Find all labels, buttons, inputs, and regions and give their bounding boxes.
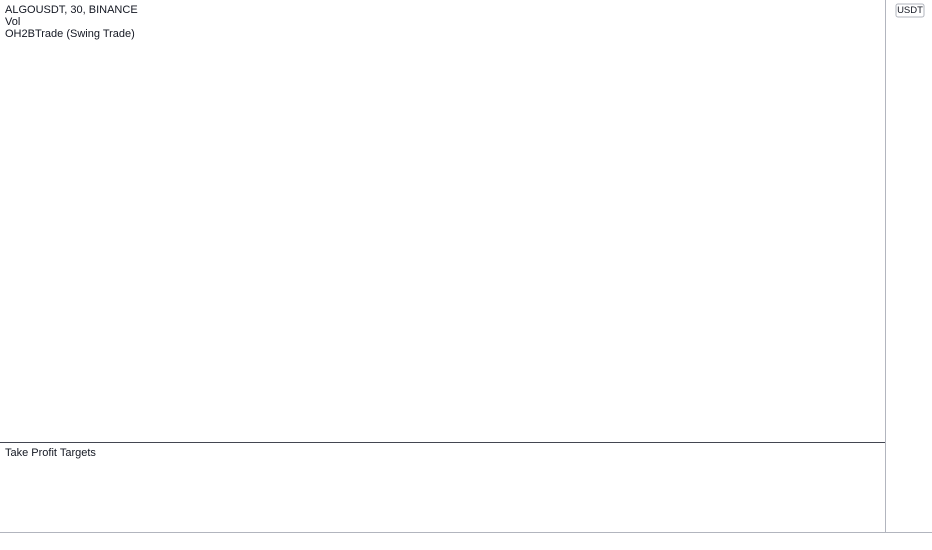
indicator-legend: OH2BTrade (Swing Trade) bbox=[5, 28, 135, 40]
volume-legend: Vol bbox=[5, 16, 20, 28]
currency[interactable]: USDT bbox=[897, 5, 923, 16]
oscillator-title: Take Profit Targets bbox=[5, 447, 96, 459]
symbol: ALGOUSDT, 30, BINANCE bbox=[5, 4, 138, 16]
currency-box[interactable] bbox=[895, 3, 925, 18]
price-axis bbox=[885, 0, 932, 550]
